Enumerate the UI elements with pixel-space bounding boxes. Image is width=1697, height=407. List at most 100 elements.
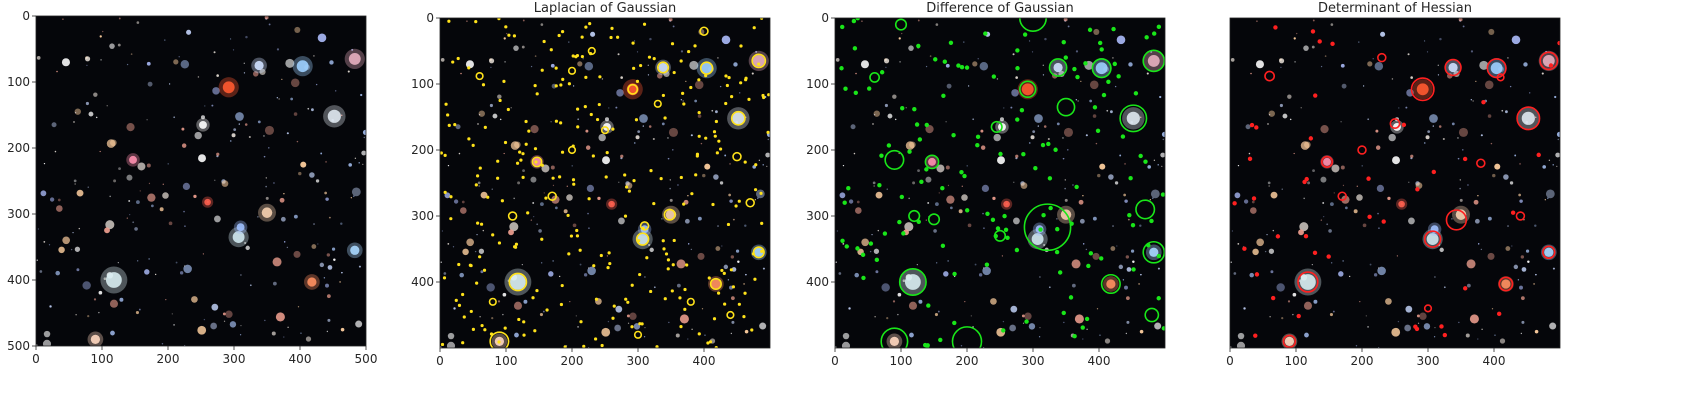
galaxy-spot	[49, 197, 55, 202]
galaxy-spot	[509, 222, 519, 232]
blob-dot	[522, 333, 526, 337]
galaxy-spot	[877, 229, 880, 232]
galaxy-spot	[1511, 35, 1521, 45]
galaxy-spot	[265, 196, 269, 200]
galaxy-spot	[715, 246, 721, 251]
blob-circle	[880, 327, 909, 348]
galaxy-spot	[530, 125, 539, 134]
galaxy-spot	[233, 128, 237, 132]
galaxy-spot	[963, 41, 965, 43]
galaxy-spot	[521, 263, 523, 266]
blob-dot	[551, 176, 555, 180]
galaxy-spot	[999, 117, 1005, 122]
galaxy-spot	[99, 150, 101, 153]
galaxy-spot	[754, 199, 756, 201]
galaxy-core	[752, 54, 765, 67]
galaxy-spot	[510, 107, 512, 109]
galaxy-spot	[1296, 32, 1298, 35]
blob-dot	[712, 130, 717, 134]
blob-dot	[1063, 55, 1068, 60]
galaxy-spot	[106, 105, 108, 107]
galaxy-spot	[533, 216, 535, 218]
galaxy-spot	[730, 296, 735, 301]
galaxy-spot	[461, 200, 465, 204]
galaxy-spot	[668, 18, 673, 22]
blob-dot	[462, 315, 466, 319]
galaxy-spot	[1535, 273, 1537, 276]
galaxy-spot	[1547, 197, 1549, 199]
galaxy-spot	[1003, 107, 1005, 109]
blob-dot	[683, 307, 687, 311]
blob-dot	[440, 151, 443, 155]
galaxy-spot	[1423, 142, 1426, 144]
galaxy-spot	[841, 341, 851, 348]
galaxy-spot	[459, 272, 464, 278]
galaxy-spot	[1063, 127, 1074, 137]
galaxy-spot	[506, 32, 508, 35]
x-tick-label: 300	[1417, 354, 1440, 368]
galaxy-spot	[293, 250, 301, 258]
galaxy-spot	[522, 19, 525, 22]
galaxy-spot	[925, 176, 932, 183]
galaxy-spot	[186, 29, 192, 35]
galaxy-spot	[685, 80, 687, 82]
galaxy-spot	[202, 253, 205, 255]
galaxy-spot	[1071, 283, 1076, 288]
galaxy-spot	[530, 65, 533, 68]
galaxy-spot	[530, 176, 537, 183]
galaxy-spot	[1125, 296, 1130, 301]
blob-dot	[747, 97, 751, 101]
galaxy-spot	[680, 50, 684, 53]
galaxy-spot	[1373, 273, 1378, 277]
galaxy-spot	[1474, 218, 1480, 224]
galaxy-spot	[283, 193, 285, 195]
blob-dot	[753, 188, 758, 192]
blob-dot	[729, 268, 733, 272]
blob-circle	[508, 272, 528, 292]
blob-dot	[483, 328, 487, 332]
x-tick-label: 400	[1483, 354, 1506, 368]
galaxy-spot	[657, 73, 663, 79]
galaxy-spot	[1377, 212, 1379, 215]
galaxy-spot	[503, 37, 506, 40]
galaxy-spot	[588, 227, 590, 229]
galaxy-spot	[757, 197, 759, 199]
blob-dot	[456, 56, 460, 61]
galaxy-spot	[1157, 164, 1159, 166]
blob-circle	[1019, 18, 1047, 32]
axes-border	[1229, 17, 1561, 349]
galaxy-spot	[73, 120, 75, 123]
blob-dot	[1001, 328, 1006, 333]
blob-dot	[545, 308, 549, 312]
blob-dot	[1308, 136, 1314, 141]
galaxy-spot	[1028, 142, 1031, 144]
blob-dot	[1057, 270, 1063, 275]
galaxy-spot	[1047, 137, 1050, 141]
blob-dot	[483, 125, 487, 129]
galaxy-spot	[460, 207, 467, 214]
galaxy-spot	[1119, 154, 1122, 157]
galaxy-spot	[257, 216, 259, 218]
blob-dot	[1047, 176, 1053, 181]
galaxy-spot	[649, 247, 654, 253]
blob-dot	[694, 173, 698, 177]
blob-dot	[711, 202, 715, 207]
blob-dot	[682, 202, 686, 206]
galaxy-spot	[1122, 279, 1125, 281]
blob-circle	[1119, 104, 1148, 133]
galaxy-spot	[240, 274, 242, 276]
blob-dot	[941, 93, 946, 99]
blob-dot	[535, 92, 539, 96]
galaxy-spot	[1303, 197, 1305, 200]
y-tick-label: 100	[7, 75, 30, 89]
galaxy-spot	[298, 171, 302, 176]
galaxy-spot	[1480, 134, 1483, 137]
axes-border	[439, 17, 771, 349]
galaxy-spot	[147, 193, 156, 202]
galaxy-spot	[1080, 80, 1082, 82]
galaxy-spot	[608, 107, 610, 109]
galaxy-spot	[1554, 95, 1557, 99]
y-tick-label: 300	[7, 207, 30, 221]
blob-dot	[611, 316, 615, 320]
galaxy-spot	[1397, 320, 1400, 323]
